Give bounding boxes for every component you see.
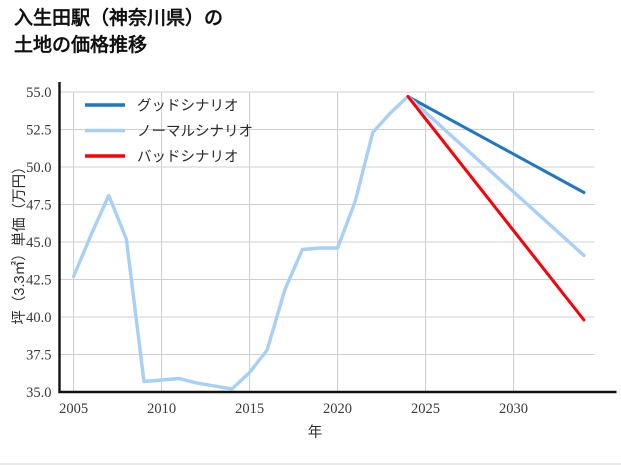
y-tick-label: 50.0 <box>26 160 51 176</box>
y-tick-label: 40.0 <box>26 310 51 326</box>
legend-label: グッドシナリオ <box>137 98 239 115</box>
legend-label: ノーマルシナリオ <box>137 124 253 140</box>
page-title: 入生田駅（神奈川県）の 土地の価格推移 <box>14 8 224 56</box>
x-tick-label: 2030 <box>499 401 528 417</box>
x-tick-label: 2025 <box>411 401 440 417</box>
y-axis-title: 坪（3.3㎡）単価（万円） <box>11 159 28 324</box>
series-line-グッドシナリオ <box>406 95 586 194</box>
x-axis-title: 年 <box>308 424 323 441</box>
series-line-バッドシナリオ <box>406 95 586 322</box>
x-tick-label: 2005 <box>59 401 88 417</box>
data-series-group <box>71 94 586 391</box>
y-tick-label: 55.0 <box>26 85 51 101</box>
x-gridlines <box>73 92 515 392</box>
legend-label: バッドシナリオ <box>137 150 239 166</box>
y-tick-label: 47.5 <box>26 198 51 214</box>
y-tick-labels: 35.0 37.5 40.0 42.5 45.0 47.5 50.0 52.5 55.0 <box>26 85 51 401</box>
x-tick-label: 2015 <box>235 401 264 417</box>
x-tick-labels: 2005 2010 2015 2020 2025 2030 <box>59 401 528 417</box>
y-tick-label: 52.5 <box>26 123 51 139</box>
y-tick-label: 42.5 <box>26 273 51 289</box>
y-tick-label: 45.0 <box>26 235 51 251</box>
x-tick-label: 2020 <box>323 401 352 417</box>
axis-spines <box>58 82 617 394</box>
x-tick-label: 2010 <box>147 401 176 417</box>
y-tick-label: 35.0 <box>26 385 51 401</box>
series-line-ノーマルシナリオ <box>71 94 586 391</box>
y-tick-label: 37.5 <box>26 348 51 364</box>
